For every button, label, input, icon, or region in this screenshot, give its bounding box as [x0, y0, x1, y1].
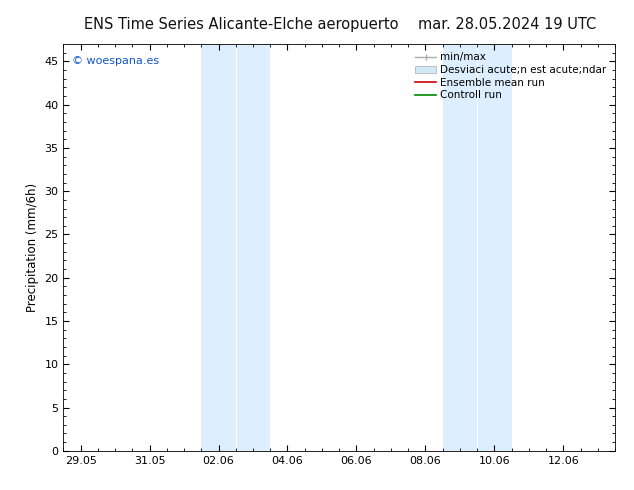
Text: ENS Time Series Alicante-Elche aeropuerto: ENS Time Series Alicante-Elche aeropuert…	[84, 17, 398, 32]
Bar	[477, 44, 512, 451]
Y-axis label: Precipitation (mm/6h): Precipitation (mm/6h)	[26, 183, 39, 312]
Bar	[443, 44, 477, 451]
Text: mar. 28.05.2024 19 UTC: mar. 28.05.2024 19 UTC	[418, 17, 597, 32]
Bar	[236, 44, 270, 451]
Text: © woespana.es: © woespana.es	[72, 56, 158, 66]
Bar	[202, 44, 236, 451]
Legend: min/max, Desviaci acute;n est acute;ndar, Ensemble mean run, Controll run: min/max, Desviaci acute;n est acute;ndar…	[412, 49, 610, 103]
